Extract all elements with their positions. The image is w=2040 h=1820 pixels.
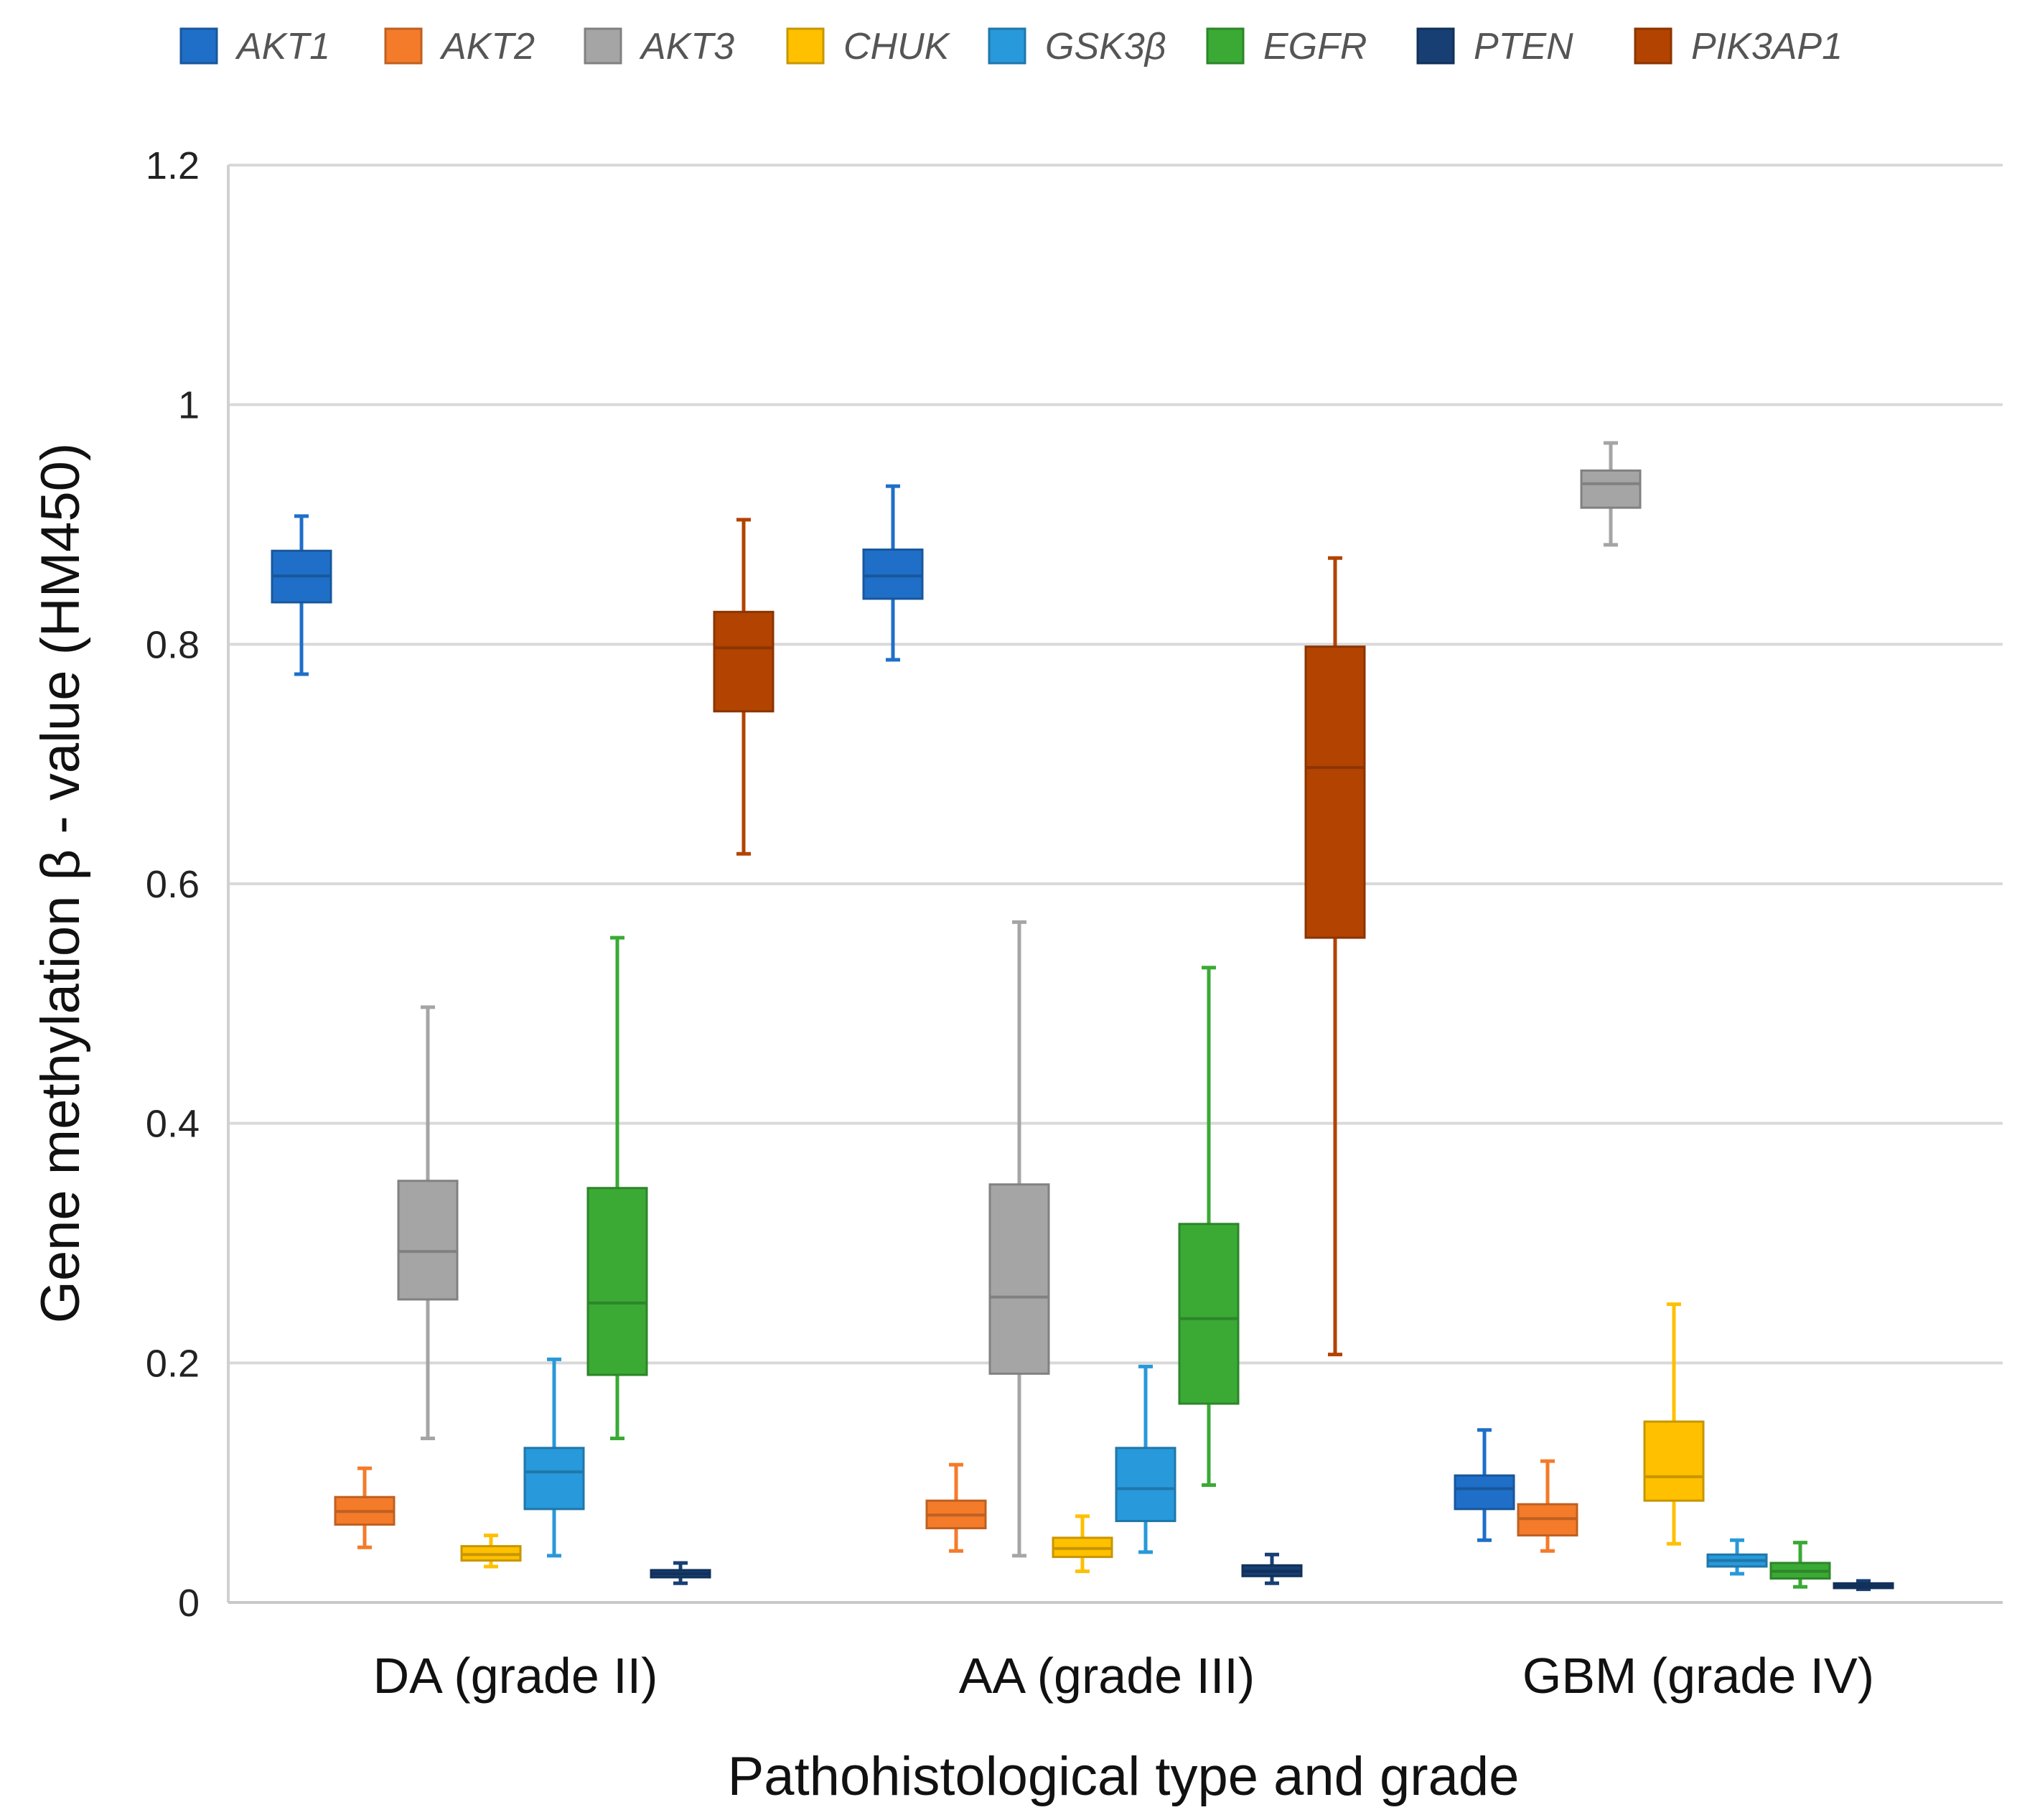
box-pten-aa-grade-iii [1241, 1552, 1303, 1585]
box-iqr [713, 610, 775, 713]
box-egfr-gbm-grade-iv [1769, 1541, 1831, 1589]
box-egfr-da-grade-ii [586, 935, 648, 1440]
legend-item-akt3: AKT3 [584, 26, 734, 67]
boxes [271, 441, 1894, 1592]
legend-swatch [786, 27, 825, 65]
box-chuk-da-grade-ii [460, 1534, 522, 1569]
legend: AKT1 AKT2 AKT3 CHUK GSK3β EGFR PTEN PIK3AP1 [179, 26, 1843, 67]
y-axis-title: Gene methylation β - value (HM450) [30, 443, 91, 1323]
box-iqr [1178, 1223, 1240, 1405]
legend-item-egfr: EGFR [1206, 26, 1367, 67]
legend-label: CHUK [843, 26, 951, 67]
box-iqr [1643, 1420, 1705, 1502]
y-tick-label: 0.2 [146, 1342, 200, 1385]
box-pik3ap1-da-grade-ii [713, 518, 775, 856]
legend-label: PTEN [1474, 26, 1573, 67]
legend-swatch [1416, 27, 1455, 65]
x-tick-label-da-grade-ii: DA (grade II) [373, 1648, 658, 1704]
box-iqr [523, 1447, 585, 1511]
y-tick-label: 1.2 [146, 144, 200, 187]
box-akt1-da-grade-ii [271, 514, 332, 676]
box-iqr [1115, 1447, 1176, 1523]
legend-swatch [988, 27, 1026, 65]
legend-item-chuk: CHUK [786, 26, 951, 67]
box-pten-gbm-grade-iv [1833, 1579, 1894, 1592]
legend-item-gsk3: GSK3β [988, 26, 1166, 67]
legend-swatch [384, 27, 423, 65]
legend-label: AKT2 [439, 26, 535, 67]
box-akt1-gbm-grade-iv [1454, 1428, 1515, 1542]
legend-item-pten: PTEN [1416, 26, 1573, 67]
box-gsk3-gbm-grade-iv [1706, 1538, 1768, 1576]
box-iqr [586, 1187, 648, 1376]
y-tick-label: 0.8 [146, 623, 200, 666]
box-chuk-aa-grade-iii [1052, 1514, 1113, 1574]
box-iqr [1454, 1474, 1515, 1511]
box-akt3-gbm-grade-iv [1580, 441, 1642, 547]
box-akt3-da-grade-ii [397, 1005, 459, 1440]
box-akt1-aa-grade-iii [862, 484, 924, 662]
box-pten-da-grade-ii [650, 1561, 711, 1585]
y-tick-label: 0.4 [146, 1103, 200, 1146]
axes: 0 0.2 0.4 0.6 0.8 1 1.2 DA (grade II) AA (grade … [146, 144, 2003, 1704]
legend-swatch [584, 27, 622, 65]
box-chuk-gbm-grade-iv [1643, 1302, 1705, 1546]
legend-swatch [179, 27, 218, 65]
legend-swatch [1206, 27, 1245, 65]
legend-label: PIK3AP1 [1691, 26, 1843, 67]
legend-item-akt2: AKT2 [384, 26, 535, 67]
legend-label: EGFR [1263, 26, 1367, 67]
box-akt2-gbm-grade-iv [1517, 1459, 1578, 1553]
box-akt2-da-grade-ii [334, 1466, 396, 1549]
box-pik3ap1-aa-grade-iii [1304, 556, 1366, 1357]
y-tick-label: 1 [178, 384, 200, 427]
legend-label: AKT3 [639, 26, 734, 67]
box-gsk3-aa-grade-iii [1115, 1364, 1176, 1554]
box-iqr [1580, 469, 1642, 509]
gridlines [228, 164, 2003, 1365]
box-egfr-aa-grade-iii [1178, 966, 1240, 1488]
box-iqr [1304, 645, 1366, 939]
legend-label: AKT1 [235, 26, 330, 67]
y-tick-label: 0 [178, 1582, 200, 1625]
box-akt3-aa-grade-iii [988, 920, 1050, 1558]
y-tick-label: 0.6 [146, 863, 200, 906]
legend-label: GSK3β [1045, 26, 1166, 67]
box-iqr [397, 1180, 459, 1301]
x-tick-label-aa-grade-iii: AA (grade III) [959, 1648, 1255, 1704]
x-axis-title: Pathohistological type and grade [728, 1746, 1520, 1807]
legend-item-akt1: AKT1 [179, 26, 330, 67]
legend-swatch [1634, 27, 1672, 65]
box-gsk3-da-grade-ii [523, 1357, 585, 1558]
box-iqr [988, 1183, 1050, 1375]
x-tick-label-gbm-grade-iv: GBM (grade IV) [1522, 1648, 1874, 1704]
box-iqr [862, 549, 924, 600]
box-akt2-aa-grade-iii [925, 1462, 987, 1553]
legend-item-pik3ap1: PIK3AP1 [1634, 26, 1843, 67]
